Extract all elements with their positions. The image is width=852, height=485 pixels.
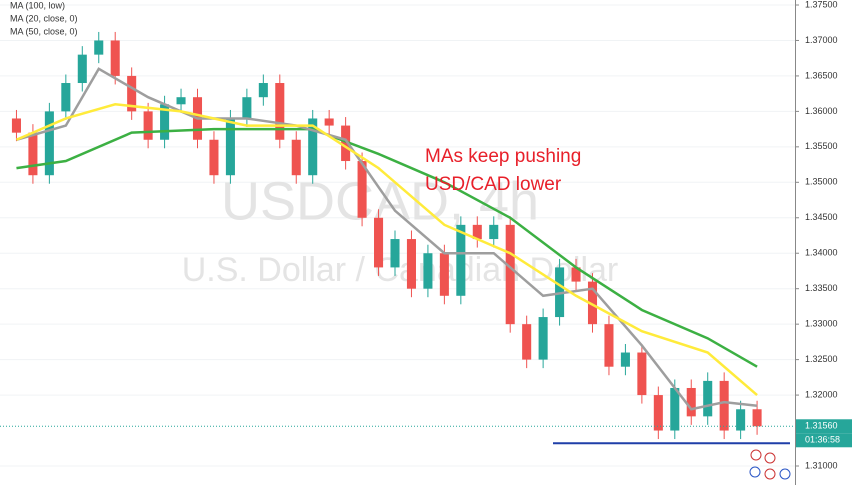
candle-body (423, 253, 433, 289)
candle-body (752, 409, 762, 427)
y-tick-label: 1.32500 (805, 354, 838, 364)
candle-body (456, 224, 466, 296)
candle-body (406, 239, 416, 289)
y-tick-label: 1.31000 (805, 460, 838, 470)
candle-body (439, 253, 449, 296)
candle-body (472, 224, 482, 240)
candle-body (341, 125, 351, 162)
candle-body (110, 40, 120, 76)
candle-body (374, 217, 384, 268)
candle-body (653, 395, 663, 431)
legend-entry: MA (50, close, 0) (10, 26, 78, 36)
event-icon (750, 449, 762, 461)
candle-body (44, 111, 54, 176)
candle-body (357, 161, 367, 218)
y-tick-label: 1.36000 (805, 106, 838, 116)
candle-body (703, 380, 713, 417)
y-tick-label: 1.34000 (805, 248, 838, 258)
moving-average (15, 103, 758, 397)
candle-body (28, 132, 38, 176)
candle-body (160, 104, 170, 140)
last-price-box (796, 419, 852, 434)
candle-body (604, 324, 614, 367)
candle-body (11, 118, 21, 133)
y-tick-label: 1.34500 (805, 212, 838, 222)
candle-body (670, 387, 680, 431)
y-tick-label: 1.33500 (805, 283, 838, 293)
y-tick-label: 1.32000 (805, 389, 838, 399)
countdown-box (796, 433, 852, 448)
candle-body (143, 111, 153, 140)
candle-body (275, 83, 285, 140)
legend-entry: MA (20, close, 0) (10, 13, 78, 23)
event-icons (749, 449, 791, 480)
legend: MA (100, low) MA (20, close, 0) MA (50, cl… (10, 0, 78, 36)
y-tick-label: 1.35500 (805, 141, 838, 151)
candle-body (77, 54, 87, 84)
candle-body (571, 267, 581, 282)
event-icon (764, 452, 776, 464)
candle-body (522, 324, 532, 360)
y-tick-label: 1.35000 (805, 177, 838, 187)
candle-body (225, 118, 235, 176)
moving-average (16, 67, 758, 411)
y-tick-label: 1.36500 (805, 70, 838, 80)
candle-body (258, 83, 268, 98)
candle-body (489, 224, 499, 240)
price-axis: 1.37500 1.37000 1.36500 1.36000 1.35500 1.350… (795, 0, 852, 470)
event-icon (779, 468, 791, 480)
candle-body (686, 387, 696, 417)
candle-body (736, 409, 746, 431)
event-icon (749, 466, 761, 478)
candle-body (127, 75, 137, 112)
candle-body (176, 97, 186, 105)
candle-body (242, 97, 252, 119)
watermark-subtitle: U.S. Dollar / Canadian Dollar (182, 251, 619, 289)
annotation: USD/CAD lower (425, 174, 562, 195)
countdown-label: 01:36:58 (805, 435, 840, 445)
event-icon (764, 468, 776, 480)
candle-body (324, 118, 334, 126)
candle-body (291, 139, 301, 176)
candle-body (620, 352, 630, 367)
y-tick-label: 1.37500 (805, 0, 838, 9)
last-price-label: 1.31560 (805, 421, 838, 431)
candle-body (209, 139, 219, 176)
candle-body (637, 352, 647, 396)
annotation: MAs keep pushing (425, 146, 581, 167)
candle-body (505, 224, 515, 325)
candle-body (94, 40, 104, 55)
candle-body (719, 380, 729, 431)
candle-body (390, 239, 400, 268)
moving-average (16, 127, 758, 368)
y-tick-label: 1.33000 (805, 319, 838, 329)
plot (0, 31, 795, 445)
y-tick-label: 1.37000 (805, 35, 838, 45)
candle-body (538, 317, 548, 360)
candle-body (308, 118, 318, 176)
candle-body (61, 83, 71, 112)
legend-entry: MA (100, low) (10, 0, 65, 10)
candle-body (587, 281, 598, 325)
